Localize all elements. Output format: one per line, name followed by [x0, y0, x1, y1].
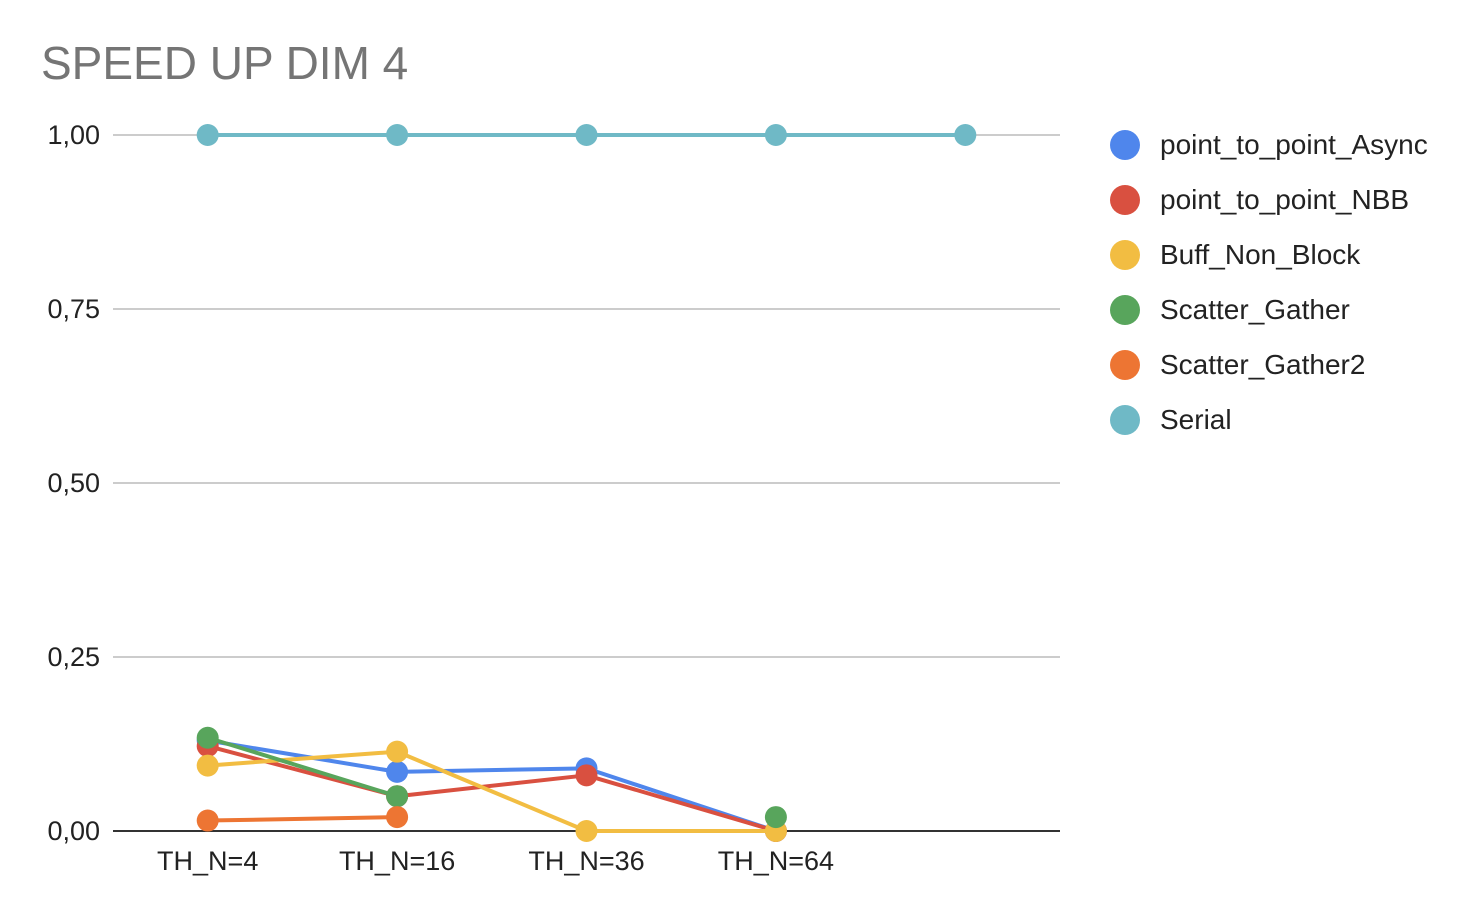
data-point [575, 764, 598, 787]
legend: point_to_point_Async point_to_point_NBB Bu… [1110, 117, 1428, 447]
legend-marker [1110, 239, 1140, 270]
data-point [386, 760, 409, 783]
legend-item: point_to_point_Async [1110, 117, 1428, 172]
data-point [954, 124, 977, 146]
data-point [575, 124, 598, 146]
x-tick-label: TH_N=64 [718, 846, 834, 876]
series-Buff_Non_Block [196, 740, 787, 842]
legend-item: Scatter_Gather2 [1110, 337, 1428, 392]
y-axis-ticks: 0,00 0,25 0,50 0,75 1,00 [47, 120, 100, 846]
data-point [196, 124, 219, 146]
data-point [386, 740, 409, 763]
x-tick-label: TH_N=16 [339, 846, 455, 876]
series-line [207, 749, 776, 833]
y-tick-label: 0,25 [47, 642, 100, 672]
series-Scatter_Gather2 [196, 806, 409, 832]
legend-label: Serial [1160, 403, 1232, 435]
legend-item: Scatter_Gather [1110, 282, 1428, 337]
legend-marker [1110, 294, 1140, 325]
legend-marker [1110, 349, 1140, 380]
legend-label: Buff_Non_Block [1160, 238, 1361, 270]
data-point [196, 754, 219, 777]
legend-item: point_to_point_NBB [1110, 172, 1428, 227]
legend-marker [1110, 404, 1140, 435]
series-point_to_point_NBB [196, 735, 787, 842]
y-tick-label: 1,00 [47, 120, 100, 150]
x-axis-ticks: TH_N=4 TH_N=16 TH_N=36 TH_N=64 [157, 846, 834, 876]
legend-label: Scatter_Gather2 [1160, 348, 1366, 380]
legend-item: Serial [1110, 392, 1428, 447]
series-line [207, 738, 777, 833]
legend-item: Buff_Non_Block [1110, 227, 1428, 282]
data-point [764, 124, 787, 146]
series-Serial [196, 124, 977, 146]
y-tick-label: 0,75 [47, 294, 100, 324]
data-point [196, 726, 219, 749]
legend-marker [1110, 129, 1140, 160]
data-point [386, 806, 409, 829]
series-line [207, 815, 398, 823]
data-point [196, 809, 219, 832]
legend-marker [1110, 184, 1140, 215]
legend-label: point_to_point_Async [1160, 128, 1428, 160]
y-tick-label: 0,00 [47, 816, 100, 846]
legend-label: point_to_point_NBB [1160, 183, 1410, 215]
data-point [386, 785, 409, 808]
series-Scatter_Gather [196, 726, 787, 829]
legend-label: Scatter_Gather [1160, 293, 1350, 325]
data-point [386, 124, 409, 146]
chart-title: SPEED UP DIM 4 [41, 37, 409, 89]
gridlines [113, 134, 1060, 832]
x-tick-label: TH_N=4 [157, 846, 258, 876]
series-group [196, 124, 977, 842]
x-tick-label: TH_N=36 [528, 846, 644, 876]
data-point [764, 806, 787, 829]
y-tick-label: 0,50 [47, 468, 100, 498]
data-point [575, 820, 598, 842]
series-line [207, 744, 777, 833]
